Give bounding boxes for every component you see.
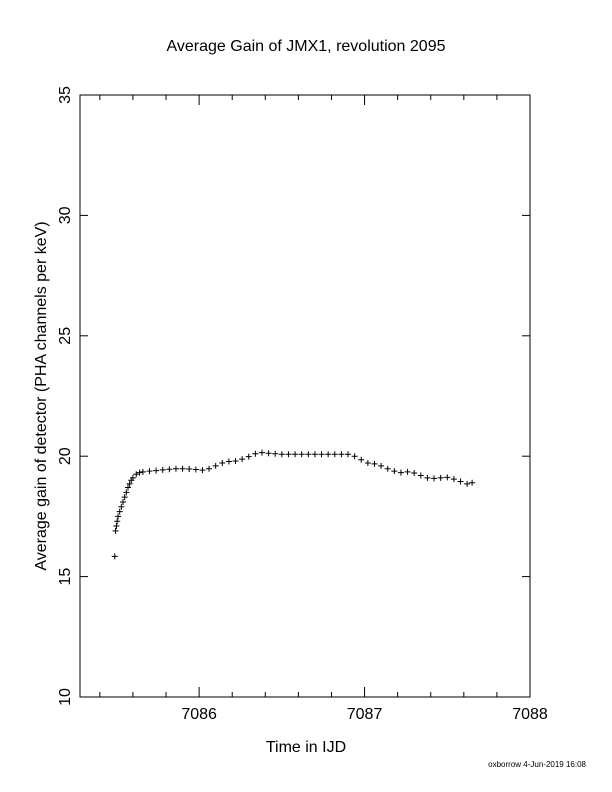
y-tick-label: 30 [57,206,74,224]
data-point [272,450,279,457]
data-point [391,468,398,475]
data-point [133,471,140,478]
data-point [417,472,424,479]
x-tick-label: 7086 [181,706,217,723]
y-tick-label: 35 [57,86,74,104]
data-point [118,503,125,510]
data-point [411,470,418,477]
data-point [450,476,457,483]
data-point [112,527,119,534]
data-point [136,469,143,476]
data-point [371,460,378,467]
data-point [114,518,121,525]
footer: oxborrow 4-Jun-2019 16:08 [488,760,586,769]
data-point [139,468,146,475]
data-point [121,494,128,501]
data-point [212,462,219,469]
data-point [331,451,338,458]
data-point [457,478,464,485]
y-tick-label: 10 [57,688,74,706]
data-point [124,484,131,491]
y-tick-label: 15 [57,568,74,586]
x-axis-label: Time in IJD [266,739,346,756]
x-tick-label: 7087 [347,706,383,723]
data-point [126,480,133,487]
data-point [245,453,252,460]
data-point [172,465,179,472]
data-point [318,451,325,458]
data-point [116,508,123,515]
data-point [199,467,206,474]
y-axis-label: Average gain of detector (PHA channels p… [33,221,50,570]
data-point [378,462,385,469]
data-point [153,467,160,474]
data-point [338,451,345,458]
data-point [325,451,332,458]
data-point [146,468,153,475]
data-point [404,468,411,475]
chart-title: Average Gain of JMX1, revolution 2095 [167,38,446,55]
data-point [159,466,166,473]
data-point [219,459,226,466]
data-point [232,458,239,465]
data-point [239,456,246,463]
data-point [397,469,404,476]
data-point [123,489,130,496]
plot-frame [79,94,531,698]
x-tick-label: 7088 [512,706,548,723]
data-point [186,465,193,472]
data-point [115,513,122,520]
data-point [351,453,358,460]
data-point [111,553,118,560]
data-point [206,465,213,472]
data-point [364,459,371,466]
data-point [469,479,476,486]
data-point [179,465,186,472]
data-point [298,451,305,458]
data-point [285,451,292,458]
data-point [444,474,451,481]
data-point [252,450,259,457]
data-point [166,466,173,473]
data-point [113,523,120,530]
data-point [278,451,285,458]
data-point [384,465,391,472]
data-point [431,475,438,482]
data-point [225,458,232,465]
data-point [258,449,265,456]
data-point [311,451,318,458]
data-point [305,451,312,458]
data-point [345,451,352,458]
y-tick-label: 25 [57,327,74,345]
data-point [192,466,199,473]
data-point [120,498,127,505]
data-point [265,450,272,457]
data-point [358,456,365,463]
data-point [292,451,299,458]
y-tick-label: 20 [57,447,74,465]
data-point [464,480,471,487]
data-point [424,474,431,481]
data-point [129,474,136,481]
data-point [437,474,444,481]
